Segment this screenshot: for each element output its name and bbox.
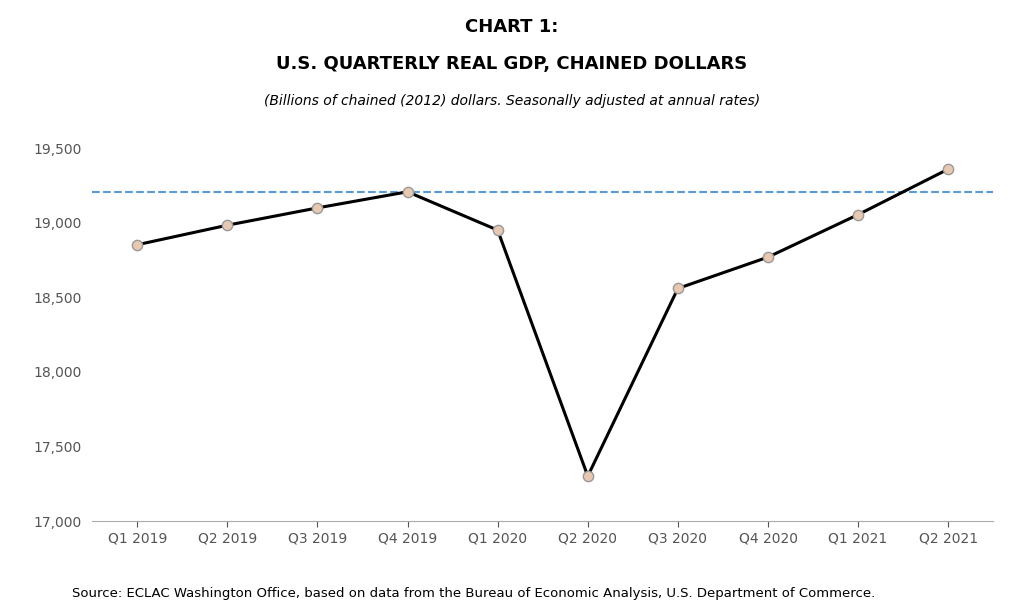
Point <box>219 221 236 230</box>
Text: Source: ECLAC Washington Office, based on data from the Bureau of Economic Analy: Source: ECLAC Washington Office, based o… <box>72 587 874 600</box>
Point <box>670 284 686 293</box>
Text: U.S. QUARTERLY REAL GDP, CHAINED DOLLARS: U.S. QUARTERLY REAL GDP, CHAINED DOLLARS <box>276 55 748 73</box>
Point <box>580 471 596 481</box>
Point <box>850 210 866 219</box>
Text: CHART 1:: CHART 1: <box>465 18 559 36</box>
Point <box>489 225 506 235</box>
Point <box>129 240 145 250</box>
Point <box>940 164 956 174</box>
Text: (Billions of chained (2012) dollars. Seasonally adjusted at annual rates): (Billions of chained (2012) dollars. Sea… <box>264 94 760 108</box>
Point <box>309 203 326 213</box>
Point <box>399 187 416 196</box>
Point <box>760 252 776 262</box>
